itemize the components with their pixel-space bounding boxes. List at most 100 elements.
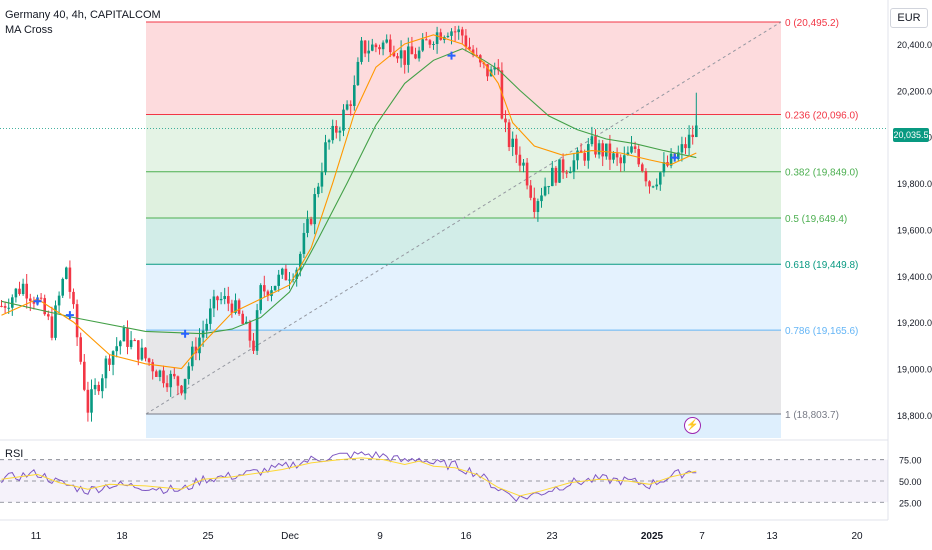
price-tick-label: 20,200.0 <box>897 86 932 96</box>
candle-body <box>183 378 187 394</box>
time-tick-label: 25 <box>202 531 214 542</box>
candle-body <box>93 384 97 390</box>
candle-body <box>47 314 50 317</box>
time-tick-label: 7 <box>699 531 705 542</box>
candle-body <box>594 136 597 155</box>
candle-body <box>299 253 302 270</box>
candle-body <box>263 285 266 292</box>
fib-level-label: 0.382 (19,849.0) <box>785 168 858 179</box>
candle-body <box>540 195 543 202</box>
candle-body <box>655 184 658 187</box>
candle-body <box>284 268 288 281</box>
candle-body <box>25 283 28 299</box>
candle-body <box>324 142 327 173</box>
candle-body <box>227 296 230 304</box>
candle-body <box>565 172 568 174</box>
time-tick-label: 2025 <box>641 531 664 542</box>
candle-body <box>61 278 64 296</box>
candle-body <box>50 316 54 338</box>
candle-body <box>680 144 684 153</box>
candle-body <box>57 295 61 306</box>
candle-body <box>97 384 100 392</box>
ma-cross-marker <box>33 297 42 306</box>
candle-body <box>14 288 18 298</box>
candle-body <box>543 186 547 196</box>
candle-body <box>630 146 633 153</box>
candle-body <box>122 327 126 342</box>
candle-body <box>111 351 115 365</box>
rsi-line <box>1 450 697 503</box>
candle-body <box>144 347 147 359</box>
candle-body <box>345 104 349 110</box>
candle-body <box>147 358 151 363</box>
candle-body <box>410 46 414 55</box>
candle-body <box>3 306 7 308</box>
candle-body <box>39 297 43 299</box>
candle-body <box>497 67 500 71</box>
candle-body <box>302 232 306 254</box>
candle-body <box>428 40 432 45</box>
candle-body <box>677 152 680 160</box>
currency-selector[interactable]: EUR <box>890 8 928 28</box>
candle-body <box>561 159 565 173</box>
candle-body <box>248 321 252 341</box>
candle-body <box>612 153 615 160</box>
candle-body <box>587 144 590 161</box>
candle-body <box>338 130 342 133</box>
candle-body <box>623 155 626 164</box>
candle-body <box>450 31 453 36</box>
candle-body <box>306 218 309 233</box>
candle-body <box>198 337 201 354</box>
candle-body <box>633 146 637 149</box>
candle-body <box>518 154 522 166</box>
candle-body <box>75 304 79 338</box>
candle-body <box>363 40 367 54</box>
candle-body <box>309 218 313 225</box>
candle-body <box>209 308 212 324</box>
candle-body <box>216 296 219 301</box>
price-tick-label: 20,400.0 <box>897 40 932 50</box>
candle-body <box>461 29 464 36</box>
candle-body <box>313 194 316 225</box>
candle-body <box>295 269 298 279</box>
candle-body <box>641 164 644 172</box>
candle-body <box>457 29 460 33</box>
candle-body <box>259 285 262 311</box>
candle-body <box>453 31 457 33</box>
price-tick-label: 19,000.0 <box>897 364 932 374</box>
candle-body <box>129 340 133 347</box>
candle-body <box>317 186 320 195</box>
candle-body <box>252 340 255 351</box>
candle-body <box>194 346 198 354</box>
candle-body <box>669 153 673 166</box>
rsi-ma-line <box>1 457 697 497</box>
candle-body <box>579 150 583 153</box>
candle-body <box>558 159 561 183</box>
rsi-tick-label: 75.00 <box>899 456 922 466</box>
candle-body <box>158 370 162 377</box>
candle-body <box>626 152 630 156</box>
candle-body <box>651 186 655 188</box>
candle-body <box>475 54 478 56</box>
candle-body <box>644 171 648 182</box>
candle-body <box>471 49 475 55</box>
candle-body <box>219 298 223 301</box>
candle-body <box>104 358 108 379</box>
candle-body <box>281 268 284 275</box>
lightning-alert-icon[interactable]: ⚡ <box>684 417 701 434</box>
candle-body <box>277 274 280 286</box>
candle-body <box>165 383 169 388</box>
candle-body <box>273 285 277 291</box>
price-tick-label: 18,800.0 <box>897 411 932 421</box>
fib-zone <box>146 171 781 218</box>
price-tick-label: 19,600.0 <box>897 225 932 235</box>
fib-zone <box>146 264 781 331</box>
candle-body <box>90 389 93 413</box>
rsi-pane-label[interactable]: RSI <box>5 448 24 460</box>
ma-slow-line <box>1 48 697 335</box>
candle-body <box>327 140 331 143</box>
ma-cross-marker <box>65 311 74 320</box>
indicator-name[interactable]: MA Cross <box>5 24 53 36</box>
candle-body <box>511 138 514 148</box>
